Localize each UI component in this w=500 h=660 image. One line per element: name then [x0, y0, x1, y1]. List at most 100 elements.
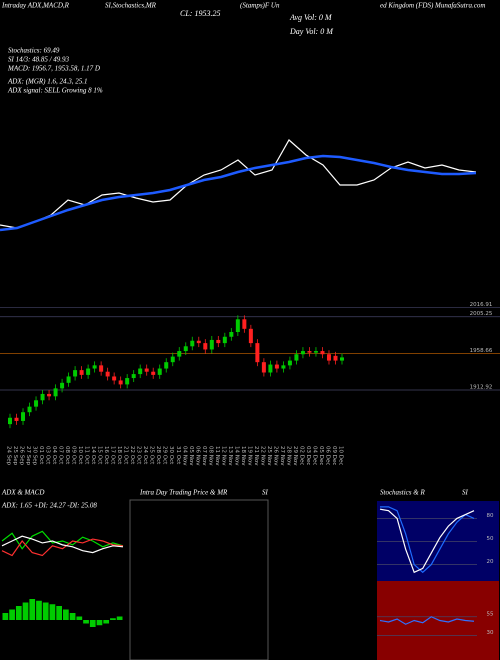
- x-tick-label: 11 Oct: [84, 446, 90, 465]
- x-tick-label: 07 Nov: [201, 446, 207, 466]
- bar: [42, 602, 49, 620]
- x-tick-label: 19 Nov: [246, 446, 252, 466]
- candle-body: [125, 378, 130, 385]
- bar: [110, 618, 116, 620]
- bar: [9, 609, 15, 620]
- x-tick-label: 08 Nov: [207, 446, 213, 466]
- name-left: (Stamps)F Un: [240, 2, 280, 10]
- candle-body: [307, 351, 312, 353]
- candle-body: [333, 355, 338, 361]
- x-tick-label: 29 Nov: [292, 446, 298, 466]
- candle-body: [203, 343, 208, 350]
- x-tick-label: 16 Oct: [103, 446, 109, 465]
- x-tick-label: 25 Nov: [266, 446, 272, 466]
- x-tick-label: 27 Nov: [279, 446, 285, 466]
- bar: [89, 620, 96, 627]
- bar: [63, 609, 69, 620]
- y-tick-label: 55: [487, 611, 494, 617]
- y-tick-label: 20: [487, 559, 494, 565]
- candle-body: [313, 351, 318, 353]
- candle-body: [287, 360, 292, 366]
- x-tick-label: 01 Oct: [38, 446, 44, 465]
- x-tick-label: 03 Dec: [305, 446, 311, 465]
- candle-body: [99, 365, 104, 372]
- candle-body: [196, 340, 201, 344]
- x-tick-label: 25 Oct: [149, 446, 155, 465]
- x-tick-label: 10 Dec: [338, 446, 344, 465]
- y-tick-label: 30: [487, 630, 494, 636]
- y-tick-label: 2016.91: [470, 302, 493, 308]
- bar: [22, 602, 29, 620]
- bar: [15, 606, 22, 620]
- x-tick-label: 13 Nov: [227, 446, 233, 466]
- x-tick-label: 14 Oct: [90, 446, 96, 465]
- x-tick-label: 02 Dec: [298, 446, 304, 465]
- x-tick-label: 29 Oct: [162, 446, 168, 465]
- panel-background: [377, 581, 499, 660]
- x-tick-label: 06 Dec: [324, 446, 330, 465]
- candle-body: [235, 319, 240, 332]
- candle-body: [86, 368, 91, 375]
- x-tick-label: 05 Nov: [188, 446, 194, 466]
- left-title: Intraday ADX,MACD,R: [1, 2, 70, 10]
- avg-vol: Avg Vol: 0 M: [289, 13, 333, 22]
- intraday-title: Intra Day Trading Price & MR: [139, 489, 228, 497]
- candle-body: [294, 354, 299, 361]
- day-vol: Day Vol: 0 M: [289, 27, 334, 36]
- candle-body: [118, 380, 123, 385]
- adx-signal: ADX signal: SELL Growing 8 1%: [7, 87, 103, 95]
- y-tick-label: 80: [487, 513, 494, 519]
- candle-body: [216, 339, 221, 344]
- bar: [29, 599, 36, 620]
- x-tick-label: 05 Dec: [318, 446, 324, 465]
- candle-body: [34, 400, 39, 407]
- panel-title: Stochastics & R: [380, 489, 425, 497]
- candle-body: [229, 332, 234, 337]
- y-tick-label: 1912.92: [470, 385, 493, 391]
- x-tick-label: 28 Oct: [155, 446, 161, 465]
- y-tick-label: 1958.66: [470, 348, 493, 354]
- candle-body: [157, 368, 162, 375]
- y-tick-label: 50: [487, 536, 494, 542]
- candle-body: [209, 339, 214, 350]
- x-tick-label: 31 Oct: [175, 446, 181, 465]
- series-line: [1, 538, 124, 557]
- candle-body: [177, 351, 182, 357]
- candle-body: [164, 362, 169, 369]
- macd: MACD: 1956.7, 1953.58, 1.17 D: [7, 65, 100, 73]
- candle-body: [255, 343, 260, 363]
- bar: [36, 600, 42, 620]
- x-tick-label: 30 Sep: [32, 446, 38, 466]
- candle-body: [183, 346, 188, 352]
- bar: [83, 620, 89, 624]
- series-line: [0, 154, 477, 232]
- candle-body: [21, 412, 26, 421]
- series-line: [1, 535, 124, 554]
- candle-body: [151, 371, 156, 375]
- x-tick-label: 21 Oct: [123, 446, 129, 465]
- candle-body: [144, 368, 149, 372]
- candle-body: [60, 382, 65, 389]
- x-tick-label: 23 Oct: [136, 446, 142, 465]
- bar: [116, 616, 123, 620]
- series-line: [0, 139, 477, 229]
- series-line: [380, 506, 475, 574]
- close: CL: 1953.25: [180, 9, 220, 18]
- candle-body: [138, 368, 143, 375]
- x-tick-label: 18 Oct: [116, 446, 122, 465]
- candle-body: [242, 319, 247, 329]
- candle-body: [190, 340, 195, 347]
- x-tick-label: 24 Sep: [6, 446, 12, 466]
- x-tick-label: 06 Nov: [194, 446, 200, 466]
- x-tick-label: 22 Nov: [259, 446, 265, 466]
- x-tick-label: 12 Nov: [220, 446, 226, 466]
- x-tick-label: 07 Oct: [58, 446, 64, 465]
- x-tick-label: 22 Oct: [129, 446, 135, 465]
- candle-body: [274, 364, 279, 369]
- candle-body: [79, 370, 84, 375]
- x-tick-label: 04 Oct: [51, 446, 57, 465]
- bar: [103, 620, 110, 624]
- candle-body: [105, 371, 110, 377]
- x-tick-label: 24 Oct: [142, 446, 148, 465]
